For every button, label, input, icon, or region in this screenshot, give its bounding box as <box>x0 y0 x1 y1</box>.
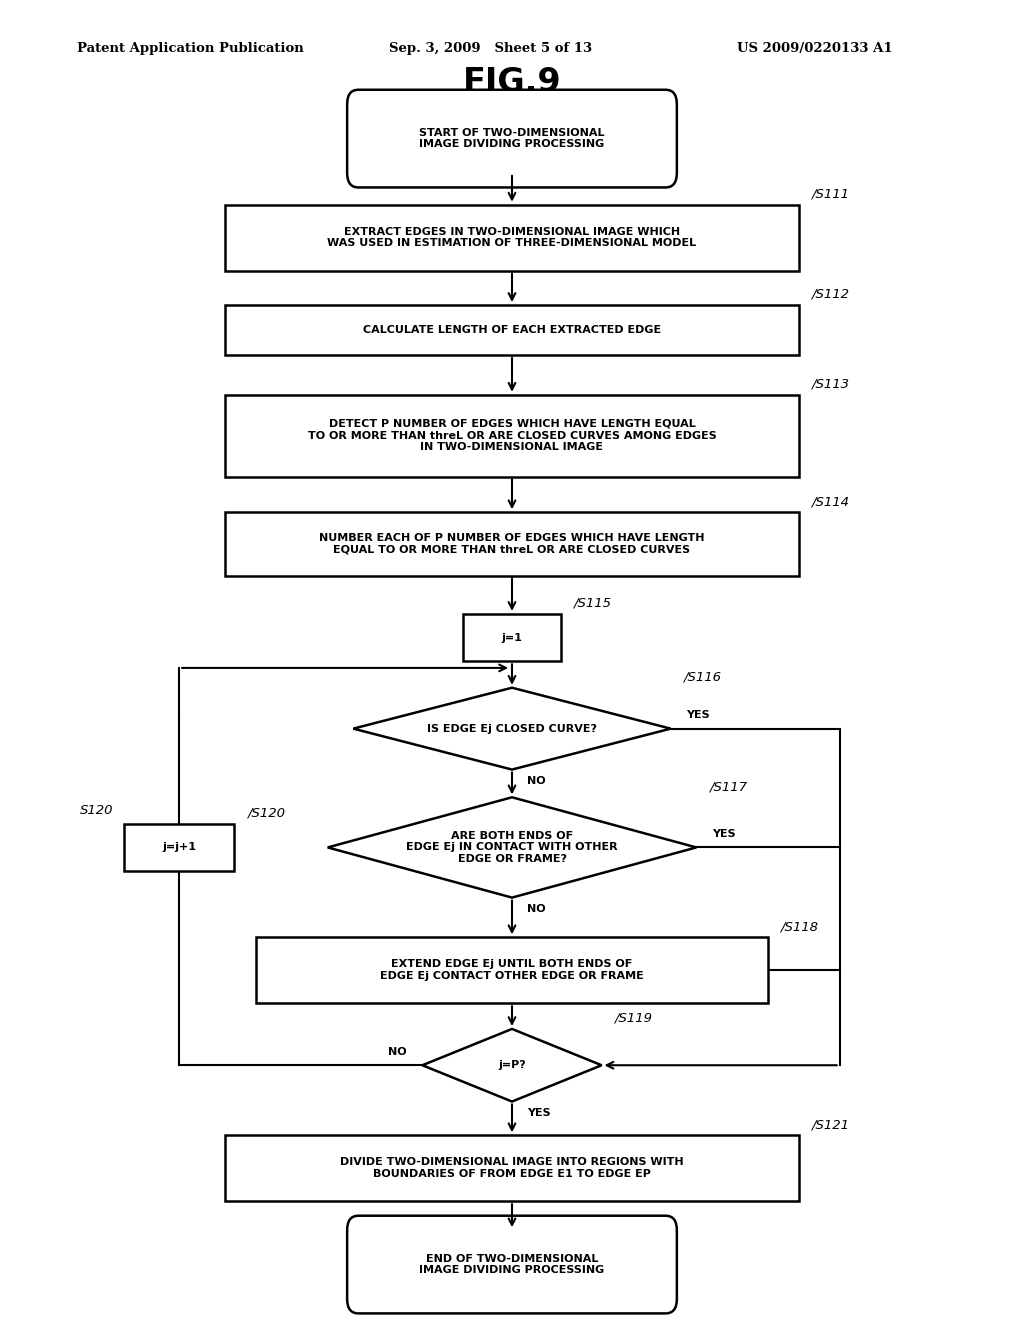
Polygon shape <box>353 688 671 770</box>
Text: /S121: /S121 <box>812 1118 850 1131</box>
Bar <box>225 205 799 271</box>
Text: j=j+1: j=j+1 <box>162 842 197 853</box>
Text: /S118: /S118 <box>781 920 819 933</box>
Text: j=1: j=1 <box>502 632 522 643</box>
Text: DIVIDE TWO-DIMENSIONAL IMAGE INTO REGIONS WITH
BOUNDARIES OF FROM EDGE E1 TO EDG: DIVIDE TWO-DIMENSIONAL IMAGE INTO REGION… <box>340 1158 684 1179</box>
FancyBboxPatch shape <box>347 90 677 187</box>
Polygon shape <box>328 797 696 898</box>
Text: CALCULATE LENGTH OF EACH EXTRACTED EDGE: CALCULATE LENGTH OF EACH EXTRACTED EDGE <box>362 325 662 335</box>
Text: YES: YES <box>527 1109 551 1118</box>
Bar <box>463 614 561 661</box>
Text: /S115: /S115 <box>574 597 612 610</box>
FancyBboxPatch shape <box>347 1216 677 1313</box>
Text: j=P?: j=P? <box>498 1060 526 1071</box>
Text: IS EDGE Ej CLOSED CURVE?: IS EDGE Ej CLOSED CURVE? <box>427 723 597 734</box>
Text: US 2009/0220133 A1: US 2009/0220133 A1 <box>737 42 893 55</box>
Text: S120: S120 <box>80 804 114 817</box>
Text: FIG.9: FIG.9 <box>463 66 561 99</box>
Text: Patent Application Publication: Patent Application Publication <box>77 42 303 55</box>
Text: /S120: /S120 <box>248 807 286 820</box>
Text: /S116: /S116 <box>684 671 722 684</box>
Text: /S119: /S119 <box>614 1012 653 1024</box>
Text: EXTRACT EDGES IN TWO-DIMENSIONAL IMAGE WHICH
WAS USED IN ESTIMATION OF THREE-DIM: EXTRACT EDGES IN TWO-DIMENSIONAL IMAGE W… <box>328 227 696 248</box>
Text: NO: NO <box>527 904 546 915</box>
Polygon shape <box>422 1030 602 1101</box>
Text: /S117: /S117 <box>710 780 748 793</box>
Text: /S114: /S114 <box>812 495 850 508</box>
Text: NO: NO <box>388 1047 407 1057</box>
Text: /S111: /S111 <box>812 187 850 201</box>
Bar <box>225 512 799 576</box>
Text: YES: YES <box>712 829 735 840</box>
Text: DETECT P NUMBER OF EDGES WHICH HAVE LENGTH EQUAL
TO OR MORE THAN threL OR ARE CL: DETECT P NUMBER OF EDGES WHICH HAVE LENG… <box>307 418 717 453</box>
Text: Sep. 3, 2009   Sheet 5 of 13: Sep. 3, 2009 Sheet 5 of 13 <box>389 42 592 55</box>
Text: ARE BOTH ENDS OF
EDGE Ej IN CONTACT WITH OTHER
EDGE OR FRAME?: ARE BOTH ENDS OF EDGE Ej IN CONTACT WITH… <box>407 830 617 865</box>
Text: /S112: /S112 <box>812 288 850 301</box>
Text: /S113: /S113 <box>812 378 850 391</box>
Text: YES: YES <box>686 710 710 721</box>
Text: END OF TWO-DIMENSIONAL
IMAGE DIVIDING PROCESSING: END OF TWO-DIMENSIONAL IMAGE DIVIDING PR… <box>420 1254 604 1275</box>
Text: START OF TWO-DIMENSIONAL
IMAGE DIVIDING PROCESSING: START OF TWO-DIMENSIONAL IMAGE DIVIDING … <box>419 128 605 149</box>
Bar <box>225 395 799 477</box>
Bar <box>256 937 768 1003</box>
Bar <box>225 1135 799 1201</box>
Bar <box>225 305 799 355</box>
Text: EXTEND EDGE Ej UNTIL BOTH ENDS OF
EDGE Ej CONTACT OTHER EDGE OR FRAME: EXTEND EDGE Ej UNTIL BOTH ENDS OF EDGE E… <box>380 960 644 981</box>
Text: NUMBER EACH OF P NUMBER OF EDGES WHICH HAVE LENGTH
EQUAL TO OR MORE THAN threL O: NUMBER EACH OF P NUMBER OF EDGES WHICH H… <box>319 533 705 554</box>
Bar <box>124 824 234 871</box>
Text: NO: NO <box>527 776 546 787</box>
